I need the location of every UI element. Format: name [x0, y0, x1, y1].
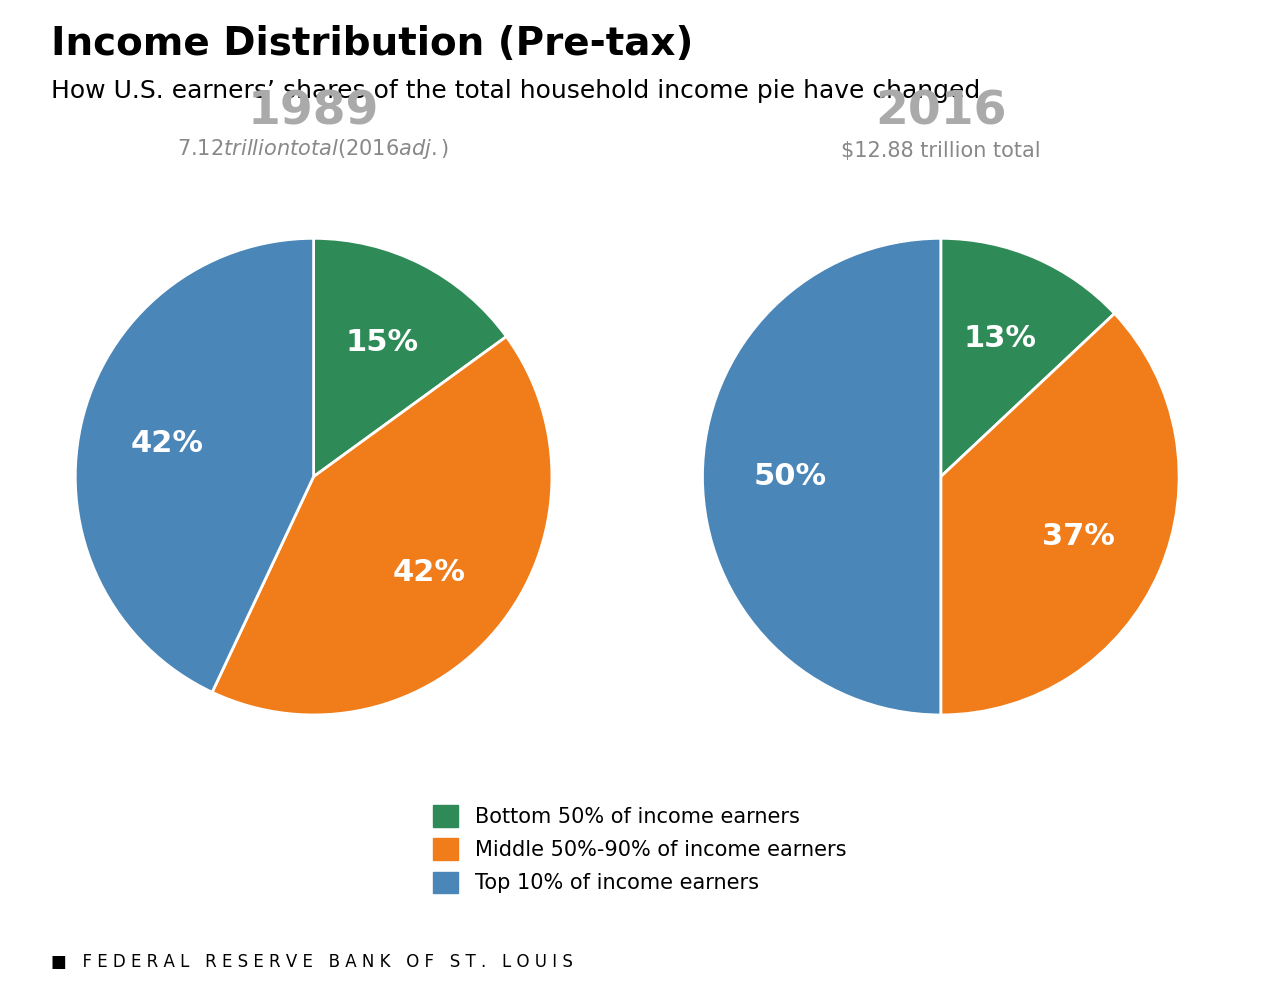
Text: Income Distribution (Pre-tax): Income Distribution (Pre-tax)	[51, 25, 694, 63]
Text: ■   F E D E R A L   R E S E R V E   B A N K   O F   S T .   L O U I S: ■ F E D E R A L R E S E R V E B A N K O …	[51, 953, 573, 971]
Text: $7.12 trillion total (2016 adj. $): $7.12 trillion total (2016 adj. $)	[178, 137, 449, 161]
Text: 15%: 15%	[346, 329, 419, 357]
Text: 1989: 1989	[248, 89, 379, 134]
Wedge shape	[941, 238, 1115, 477]
Wedge shape	[703, 238, 941, 715]
Wedge shape	[941, 314, 1179, 715]
Text: 13%: 13%	[964, 325, 1037, 354]
Wedge shape	[212, 337, 552, 715]
Text: 42%: 42%	[131, 429, 204, 459]
Legend: Bottom 50% of income earners, Middle 50%-90% of income earners, Top 10% of incom: Bottom 50% of income earners, Middle 50%…	[434, 805, 846, 894]
Text: 50%: 50%	[754, 462, 827, 492]
Text: 42%: 42%	[393, 558, 466, 587]
Text: 2016: 2016	[876, 89, 1006, 134]
Text: How U.S. earners’ shares of the total household income pie have changed: How U.S. earners’ shares of the total ho…	[51, 79, 980, 103]
Wedge shape	[76, 238, 314, 692]
Wedge shape	[314, 238, 507, 477]
Text: 37%: 37%	[1042, 521, 1115, 551]
Text: $12.88 trillion total: $12.88 trillion total	[841, 141, 1041, 161]
